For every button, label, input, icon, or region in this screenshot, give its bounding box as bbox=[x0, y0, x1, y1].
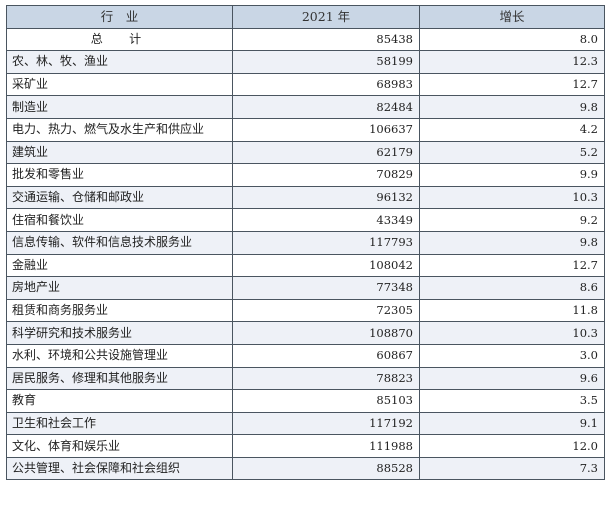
row-industry: 文化、体育和娱乐业 bbox=[6, 434, 233, 458]
row-growth: 9.2 bbox=[419, 208, 605, 232]
table-row: 交通运输、仓储和邮政业 96132 10.3 bbox=[6, 185, 605, 210]
row-growth: 12.7 bbox=[419, 72, 605, 97]
table-row: 卫生和社会工作 117192 9.1 bbox=[6, 411, 605, 436]
row-industry: 租赁和商务服务业 bbox=[6, 298, 233, 323]
column-header-growth: 增长 bbox=[419, 5, 605, 29]
row-industry: 卫生和社会工作 bbox=[6, 411, 233, 436]
row-industry: 房地产业 bbox=[6, 276, 233, 300]
row-industry: 电力、热力、燃气及水生产和供应业 bbox=[6, 117, 233, 142]
table-row: 房地产业 77348 8.6 bbox=[6, 276, 605, 300]
row-value: 43349 bbox=[232, 208, 420, 232]
row-value: 85103 bbox=[232, 389, 420, 413]
row-industry: 建筑业 bbox=[6, 140, 233, 165]
row-value: 108870 bbox=[232, 321, 420, 345]
table-row: 电力、热力、燃气及水生产和供应业 106637 4.2 bbox=[6, 117, 605, 142]
row-value: 77348 bbox=[232, 276, 420, 300]
row-growth: 8.6 bbox=[419, 276, 605, 300]
table-row: 总 计 85438 8.0 bbox=[6, 27, 605, 52]
table-row: 居民服务、修理和其他服务业 78823 9.6 bbox=[6, 366, 605, 391]
row-industry: 居民服务、修理和其他服务业 bbox=[6, 366, 233, 391]
row-growth: 12.3 bbox=[419, 50, 605, 74]
row-value: 72305 bbox=[232, 298, 420, 323]
row-value: 108042 bbox=[232, 253, 420, 278]
row-industry: 教育 bbox=[6, 389, 233, 413]
table-row: 文化、体育和娱乐业 111988 12.0 bbox=[6, 434, 605, 458]
row-growth: 5.2 bbox=[419, 140, 605, 165]
table-row: 水利、环境和公共设施管理业 60867 3.0 bbox=[6, 343, 605, 368]
row-value: 58199 bbox=[232, 50, 420, 74]
row-growth: 7.3 bbox=[419, 456, 605, 481]
table-row: 科学研究和技术服务业 108870 10.3 bbox=[6, 321, 605, 345]
table-row: 批发和零售业 70829 9.9 bbox=[6, 163, 605, 187]
row-value: 88528 bbox=[232, 456, 420, 481]
row-industry: 采矿业 bbox=[6, 72, 233, 97]
row-industry: 信息传输、软件和信息技术服务业 bbox=[6, 230, 233, 255]
table-body: 总 计 85438 8.0 农、林、牧、渔业 58199 12.3 采矿业 68… bbox=[6, 27, 605, 481]
table-row: 金融业 108042 12.7 bbox=[6, 253, 605, 278]
row-industry: 总 计 bbox=[6, 27, 233, 52]
row-value: 68983 bbox=[232, 72, 420, 97]
row-industry: 农、林、牧、渔业 bbox=[6, 50, 233, 74]
column-header-industry: 行 业 bbox=[6, 5, 233, 29]
row-value: 60867 bbox=[232, 343, 420, 368]
row-growth: 10.3 bbox=[419, 185, 605, 210]
row-industry: 住宿和餐饮业 bbox=[6, 208, 233, 232]
row-growth: 4.2 bbox=[419, 117, 605, 142]
table-row: 住宿和餐饮业 43349 9.2 bbox=[6, 208, 605, 232]
row-value: 78823 bbox=[232, 366, 420, 391]
table-header: 行 业 2021 年 增长 bbox=[6, 5, 605, 29]
row-growth: 3.5 bbox=[419, 389, 605, 413]
row-growth: 10.3 bbox=[419, 321, 605, 345]
row-value: 106637 bbox=[232, 117, 420, 142]
row-growth: 9.8 bbox=[419, 230, 605, 255]
row-growth: 11.8 bbox=[419, 298, 605, 323]
row-value: 117793 bbox=[232, 230, 420, 255]
row-value: 62179 bbox=[232, 140, 420, 165]
table-row: 信息传输、软件和信息技术服务业 117793 9.8 bbox=[6, 230, 605, 255]
table-row: 租赁和商务服务业 72305 11.8 bbox=[6, 298, 605, 323]
table-row: 农、林、牧、渔业 58199 12.3 bbox=[6, 50, 605, 74]
row-industry: 公共管理、社会保障和社会组织 bbox=[6, 456, 233, 481]
row-value: 96132 bbox=[232, 185, 420, 210]
table-row: 公共管理、社会保障和社会组织 88528 7.3 bbox=[6, 456, 605, 481]
row-industry: 制造业 bbox=[6, 95, 233, 119]
table-row: 建筑业 62179 5.2 bbox=[6, 140, 605, 165]
row-value: 82484 bbox=[232, 95, 420, 119]
row-growth: 3.0 bbox=[419, 343, 605, 368]
row-industry: 科学研究和技术服务业 bbox=[6, 321, 233, 345]
row-growth: 12.0 bbox=[419, 434, 605, 458]
row-industry: 金融业 bbox=[6, 253, 233, 278]
table-row: 采矿业 68983 12.7 bbox=[6, 72, 605, 97]
table-row: 制造业 82484 9.8 bbox=[6, 95, 605, 119]
column-header-2021: 2021 年 bbox=[232, 5, 420, 29]
row-industry: 交通运输、仓储和邮政业 bbox=[6, 185, 233, 210]
row-industry: 批发和零售业 bbox=[6, 163, 233, 187]
row-growth: 8.0 bbox=[419, 27, 605, 52]
row-growth: 9.6 bbox=[419, 366, 605, 391]
industry-wage-table-container: 行 业 2021 年 增长 总 计 85438 8.0 农、林、牧、渔业 581… bbox=[6, 5, 605, 502]
row-value: 85438 bbox=[232, 27, 420, 52]
row-growth: 9.9 bbox=[419, 163, 605, 187]
industry-wage-table: 行 业 2021 年 增长 总 计 85438 8.0 农、林、牧、渔业 581… bbox=[6, 5, 605, 481]
row-industry: 水利、环境和公共设施管理业 bbox=[6, 343, 233, 368]
row-growth: 9.1 bbox=[419, 411, 605, 436]
row-value: 111988 bbox=[232, 434, 420, 458]
table-row: 教育 85103 3.5 bbox=[6, 389, 605, 413]
row-value: 70829 bbox=[232, 163, 420, 187]
row-growth: 12.7 bbox=[419, 253, 605, 278]
row-value: 117192 bbox=[232, 411, 420, 436]
row-growth: 9.8 bbox=[419, 95, 605, 119]
header-row: 行 业 2021 年 增长 bbox=[6, 5, 605, 29]
